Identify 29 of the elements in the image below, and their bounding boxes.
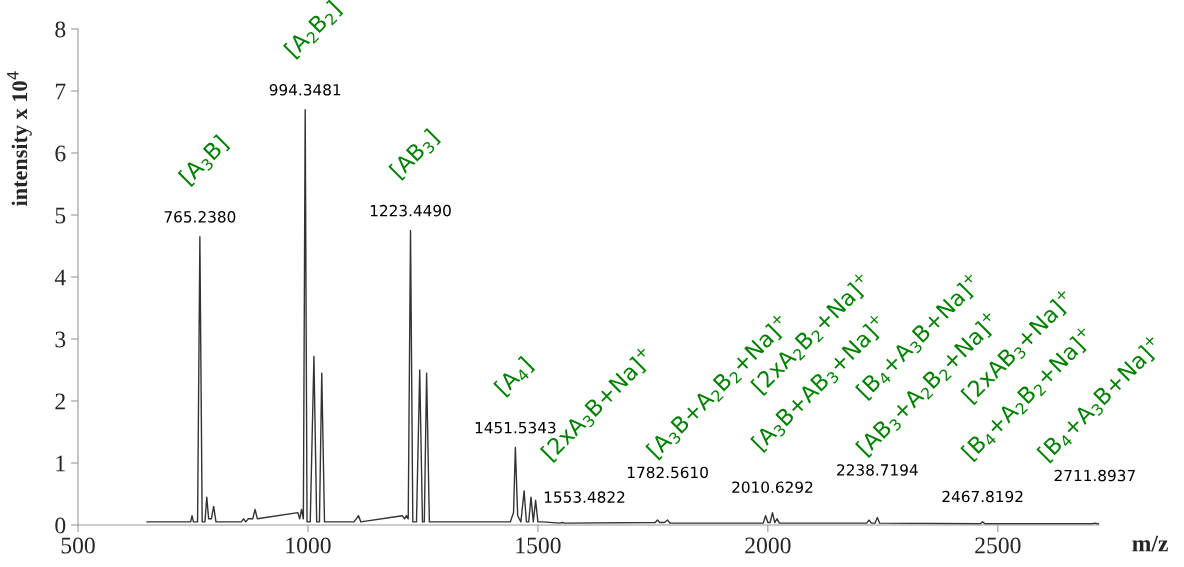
y-tick-label: 0 bbox=[55, 517, 66, 534]
x-tick-label: 1000 bbox=[286, 537, 331, 554]
annotation: 765.2380 bbox=[164, 211, 236, 223]
y-tick-label: 3 bbox=[55, 331, 66, 348]
annotation: [A$_{3}$B] bbox=[177, 134, 232, 188]
x-tick-label: 2500 bbox=[975, 537, 1021, 554]
annotation: 2010.6292 bbox=[732, 481, 813, 493]
annotation: [AB$_{3}$] bbox=[388, 128, 442, 182]
annotation: [A$_{4}$] bbox=[493, 355, 536, 399]
annotation: 2467.8192 bbox=[942, 490, 1023, 503]
x-tick-label: 2000 bbox=[745, 537, 791, 554]
x-tick-label: 500 bbox=[61, 537, 95, 554]
annotation: 1553.4822 bbox=[544, 491, 625, 503]
x-axis-title: m/z bbox=[1132, 535, 1168, 552]
annotation: [A$_{2}$B$_{2}$] bbox=[283, 0, 344, 61]
y-axis-title: intensity x 10$^{4}$ bbox=[7, 71, 32, 206]
y-tick-label: 7 bbox=[55, 83, 66, 100]
y-tick-label: 4 bbox=[54, 269, 66, 286]
annotation: 1782.5610 bbox=[627, 466, 708, 479]
y-tick-label: 5 bbox=[55, 207, 66, 224]
y-tick-label: 6 bbox=[55, 145, 66, 162]
y-tick-label: 2 bbox=[55, 393, 65, 410]
y-tick-label: 1 bbox=[56, 455, 65, 472]
annotation: 994.3481 bbox=[269, 83, 341, 96]
y-tick-label: 8 bbox=[55, 21, 66, 38]
annotation: 2711.8937 bbox=[1054, 469, 1135, 482]
x-tick-label: 1500 bbox=[516, 537, 561, 554]
annotation: 2238.7194 bbox=[837, 464, 918, 476]
annotation: 1223.4490 bbox=[370, 204, 451, 217]
